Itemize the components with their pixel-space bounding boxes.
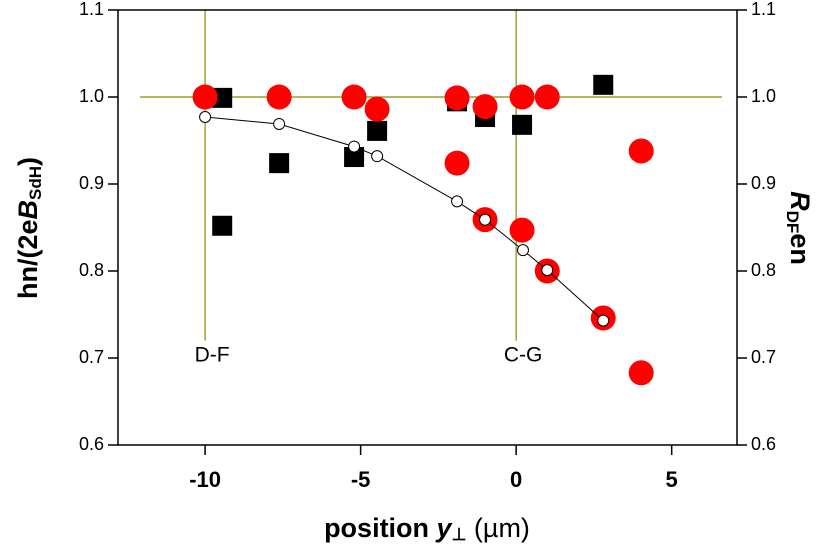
circle-marker bbox=[266, 84, 292, 110]
circle-marker bbox=[628, 138, 654, 164]
circle-marker bbox=[341, 84, 367, 110]
circle-marker bbox=[534, 84, 560, 110]
y-tick-label: 0.8 bbox=[79, 260, 104, 280]
x-axis-label: position y⊥ (µm) bbox=[324, 513, 530, 544]
circle-marker bbox=[509, 217, 535, 243]
y2-tick-label: 1.0 bbox=[751, 86, 776, 106]
y2-axis-label: RDFen bbox=[783, 191, 815, 265]
open-circle-marker bbox=[597, 314, 610, 327]
open-circle-marker bbox=[348, 140, 361, 153]
y-tick-label: 0.6 bbox=[79, 434, 104, 454]
annotation: C-G bbox=[504, 344, 543, 367]
circle-marker bbox=[628, 360, 654, 386]
square-marker bbox=[344, 147, 365, 168]
x-tick-label: 0 bbox=[510, 467, 522, 492]
y-tick-label: 1.0 bbox=[79, 86, 104, 106]
open-circle-marker bbox=[541, 264, 554, 277]
square-marker bbox=[367, 120, 388, 141]
y2-tick-label: 0.7 bbox=[751, 347, 776, 367]
square-marker bbox=[269, 153, 290, 174]
open-circle-marker bbox=[273, 117, 286, 130]
square-marker bbox=[212, 215, 233, 236]
open-circle-marker bbox=[451, 195, 464, 208]
circle-marker bbox=[444, 150, 470, 176]
y2-tick-label: 0.6 bbox=[751, 434, 776, 454]
circle-marker bbox=[192, 84, 218, 110]
y-tick-label: 0.7 bbox=[79, 347, 104, 367]
circle-marker bbox=[509, 84, 535, 110]
square-marker bbox=[212, 87, 233, 108]
square-marker bbox=[593, 74, 614, 95]
x-tick-label: -5 bbox=[351, 467, 371, 492]
open-circle-marker bbox=[199, 111, 212, 124]
square-marker bbox=[512, 114, 533, 135]
open-circle-marker bbox=[516, 244, 529, 257]
series-line bbox=[205, 116, 604, 321]
plot-frame bbox=[117, 9, 738, 446]
y-tick-label: 1.1 bbox=[79, 0, 104, 19]
x-tick-label: -10 bbox=[189, 467, 221, 492]
open-circle-marker bbox=[479, 213, 492, 226]
y-tick-label: 0.9 bbox=[79, 173, 104, 193]
circle-marker bbox=[472, 94, 498, 120]
y2-tick-label: 0.9 bbox=[751, 173, 776, 193]
y-axis-label: hn/(2eBSdH) bbox=[13, 157, 45, 299]
x-tick-label: 5 bbox=[666, 467, 678, 492]
circle-marker bbox=[364, 96, 390, 122]
open-circle-marker bbox=[371, 150, 384, 163]
y2-tick-label: 0.8 bbox=[751, 260, 776, 280]
y2-tick-label: 1.1 bbox=[751, 0, 776, 19]
annotation: D-F bbox=[195, 344, 230, 367]
circle-marker bbox=[444, 85, 470, 111]
